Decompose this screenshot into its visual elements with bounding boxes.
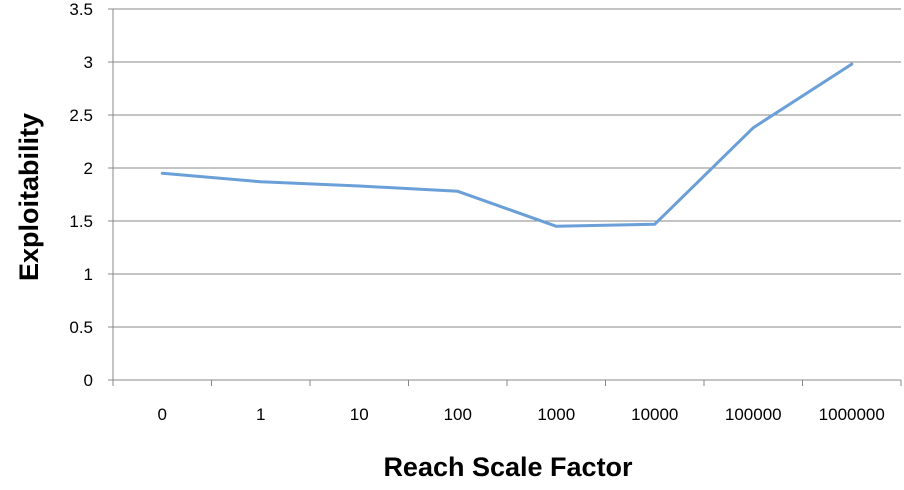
x-tick-label: 0 (158, 405, 167, 424)
y-tick-label: 2 (84, 159, 93, 178)
y-tick-label: 0.5 (69, 318, 93, 337)
gridlines (113, 8, 901, 328)
x-tick-labels: 0 1 10 100 1000 10000 100000 1000000 (158, 405, 885, 424)
x-axis-title: Reach Scale Factor (383, 452, 633, 482)
y-tick-label: 1.5 (69, 212, 93, 231)
x-tick-label: 1 (256, 405, 265, 424)
x-tick-label: 10 (350, 405, 369, 424)
axes (108, 8, 902, 386)
x-tick-label: 100 (444, 405, 472, 424)
x-tick-label: 1000 (537, 405, 575, 424)
y-tick-labels: 0 0.5 1 1.5 2 2.5 3 3.5 (69, 0, 93, 390)
y-tick-label: 2.5 (69, 106, 93, 125)
y-tick-label: 3.5 (69, 0, 93, 19)
x-tick-label: 10000 (631, 405, 678, 424)
y-tick-label: 1 (84, 265, 93, 284)
y-tick-label: 0 (84, 371, 93, 390)
series-layer (160, 62, 854, 228)
x-tick-label: 1000000 (819, 405, 885, 424)
series-line (160, 62, 854, 228)
y-axis-title: Exploitability (14, 113, 44, 281)
y-tick-label: 3 (84, 53, 93, 72)
x-tick-label: 100000 (725, 405, 782, 424)
